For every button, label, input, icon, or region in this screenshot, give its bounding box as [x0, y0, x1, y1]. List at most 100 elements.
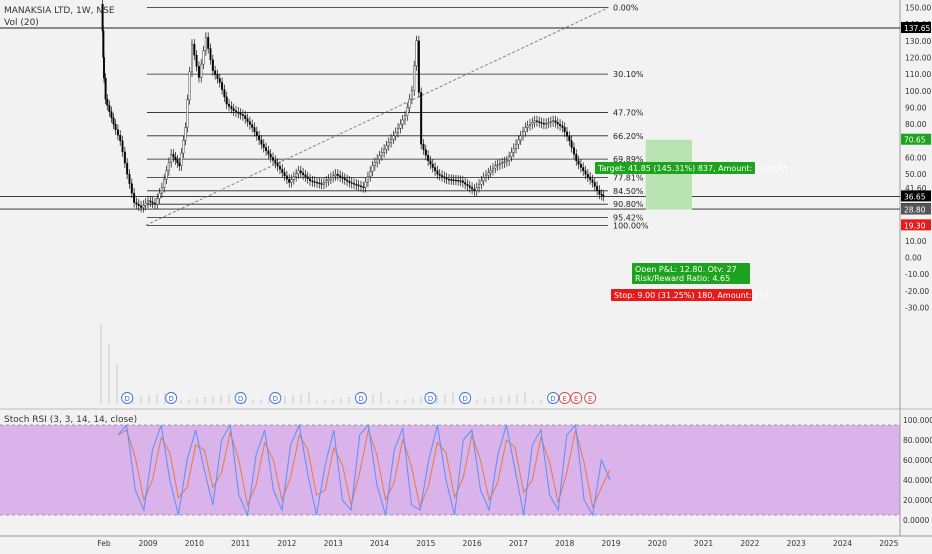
volume-bar	[244, 401, 246, 404]
volume-bar	[196, 398, 198, 404]
candle	[526, 125, 529, 128]
volume-bar	[284, 396, 286, 404]
candle	[283, 172, 286, 177]
candle	[376, 158, 379, 163]
price-axis-label: 19.30	[904, 221, 926, 230]
candle	[216, 74, 219, 79]
candle	[176, 159, 179, 164]
candle	[207, 37, 210, 49]
volume-bar	[148, 395, 150, 404]
volume-bar	[452, 393, 454, 404]
candle	[108, 105, 111, 112]
event-marker	[121, 392, 134, 404]
event-marker-label: D	[238, 395, 243, 403]
candle	[475, 187, 478, 192]
price-axis-label: 10.00	[905, 237, 927, 246]
price-axis-label: 90.00	[905, 103, 927, 112]
candle	[410, 90, 413, 100]
candle	[200, 63, 203, 78]
candle	[214, 70, 217, 75]
candle	[491, 167, 494, 171]
candle	[311, 180, 314, 183]
stoch-legend[interactable]: Stoch RSI (3, 3, 14, 14, close)	[4, 415, 138, 425]
candle	[320, 183, 323, 185]
volume-bar	[212, 396, 214, 404]
candle	[195, 55, 198, 67]
symbol-legend[interactable]: MANAKSIA LTD, 1W, NSE	[4, 6, 115, 16]
candle	[510, 152, 513, 157]
candle	[454, 179, 457, 182]
candle	[413, 65, 416, 91]
candle	[589, 176, 592, 180]
candle	[528, 123, 531, 126]
volume-bar	[260, 399, 262, 404]
candle	[123, 151, 126, 164]
candle	[542, 123, 545, 125]
candle	[436, 170, 439, 175]
fib-level-label: 47.70%	[613, 108, 644, 117]
price-axis-label: 50.00	[905, 170, 927, 179]
candle	[225, 96, 228, 105]
stop-badge: Stop: 9.00 (31.25%) 180, Amount: 757	[614, 291, 769, 300]
price-badge-bg	[901, 219, 931, 231]
candle	[276, 163, 279, 167]
fib-level-label: 69.89%	[613, 155, 644, 164]
candle	[255, 131, 258, 137]
volume-bar	[252, 400, 254, 404]
candle	[126, 162, 129, 175]
volume-bar	[116, 364, 118, 404]
candle	[471, 187, 474, 190]
price-axis-label: 110.00	[905, 70, 931, 79]
candle	[445, 177, 448, 180]
candle	[406, 107, 409, 116]
position-target-zone	[645, 139, 693, 210]
candle	[297, 170, 300, 174]
event-marker-label: D	[550, 395, 555, 403]
volume-bar	[484, 398, 486, 404]
candle	[190, 43, 193, 73]
event-marker-label: E	[574, 395, 578, 403]
event-marker-label: E	[588, 395, 592, 403]
candle	[346, 179, 349, 182]
volume-legend[interactable]: Vol (20)	[4, 18, 39, 28]
candle	[482, 177, 485, 182]
candle	[228, 103, 231, 107]
volume-bar	[436, 395, 438, 404]
candle	[130, 183, 133, 194]
candle	[322, 182, 325, 185]
volume-bar	[476, 399, 478, 404]
volume-bar	[292, 395, 294, 404]
candle	[258, 135, 261, 141]
candle	[281, 168, 284, 173]
candle	[366, 176, 369, 183]
candle	[429, 160, 432, 165]
candle	[343, 178, 346, 180]
event-marker-label: D	[273, 395, 278, 403]
volume-bar	[524, 393, 526, 404]
candle	[121, 140, 124, 153]
candle	[170, 153, 173, 163]
event-marker-label: E	[562, 395, 566, 403]
candle	[146, 200, 149, 204]
candle	[309, 178, 312, 182]
candle	[480, 180, 483, 185]
candle	[153, 202, 156, 205]
stoch-band	[0, 425, 900, 515]
candle	[241, 114, 244, 116]
price-axis-label: 28.80	[904, 206, 926, 215]
candle	[341, 176, 344, 179]
volume-bar	[532, 401, 534, 404]
event-marker	[558, 392, 571, 404]
price-axis-label: 36.65	[904, 192, 926, 201]
candle	[156, 198, 159, 205]
candle	[313, 181, 316, 183]
candle	[519, 135, 522, 141]
candle	[232, 108, 235, 111]
event-marker-label: D	[462, 395, 467, 403]
candle	[496, 164, 499, 167]
candle	[353, 183, 356, 185]
candle	[110, 111, 113, 119]
trendline	[145, 6, 609, 226]
candle	[260, 139, 263, 145]
